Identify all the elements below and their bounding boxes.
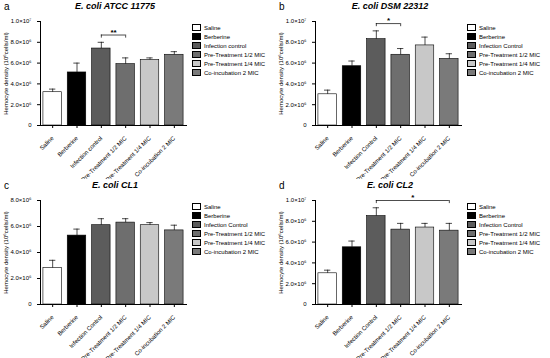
svg-text:Co-incubation 2 MIC: Co-incubation 2 MIC xyxy=(408,135,451,178)
svg-text:0: 0 xyxy=(303,301,307,307)
svg-text:Saline: Saline xyxy=(314,135,331,152)
html-text:a: a xyxy=(4,1,10,12)
svg-text:4.0×10⁶: 4.0×10⁶ xyxy=(286,260,308,266)
svg-text:Hemocyte density (10⁶cells/ml): Hemocyte density (10⁶cells/ml) xyxy=(3,32,9,115)
html-text:Pre-Treatment 1/4 MIC: Pre-Treatment 1/4 MIC xyxy=(479,60,541,67)
html-text:Saline: Saline xyxy=(204,24,221,31)
svg-text:1.0×10⁷: 1.0×10⁷ xyxy=(11,18,32,24)
svg-text:Saline: Saline xyxy=(314,314,331,331)
svg-text:Infection Control: Infection Control xyxy=(343,314,379,350)
svg-text:Pre-Treatment 1/2 MIC: Pre-Treatment 1/2 MIC xyxy=(80,135,128,179)
html-text:Pre-Treatment 1/4 MIC: Pre-Treatment 1/4 MIC xyxy=(479,239,541,246)
svg-text:Hemocyte density (10⁶cells/ml): Hemocyte density (10⁶cells/ml) xyxy=(278,32,284,115)
html-text:Co-incubation 2 MIC: Co-incubation 2 MIC xyxy=(479,69,534,76)
svg-text:*: * xyxy=(387,16,391,25)
html-text:Pre-Treatment 1/2 MIC: Pre-Treatment 1/2 MIC xyxy=(479,230,541,237)
html-text:E. coli DSM 22312: E. coli DSM 22312 xyxy=(351,1,429,11)
html-text:Co-incubation 2 MIC: Co-incubation 2 MIC xyxy=(204,248,259,255)
svg-text:Infection Control: Infection Control xyxy=(68,314,104,350)
svg-text:Infection Control: Infection Control xyxy=(343,135,379,171)
svg-text:8.0×10⁶: 8.0×10⁶ xyxy=(11,39,33,45)
svg-text:Pre-Treatment 1/2 MIC: Pre-Treatment 1/2 MIC xyxy=(355,135,403,179)
svg-text:Pre-Treatment 1/4 MIC: Pre-Treatment 1/4 MIC xyxy=(380,135,428,179)
html-text:E. coli ATCC 11775: E. coli ATCC 11775 xyxy=(75,1,155,11)
svg-text:**: ** xyxy=(110,28,117,37)
svg-text:Infection control: Infection control xyxy=(69,135,104,170)
html-text:b: b xyxy=(279,1,285,12)
html-text:Saline: Saline xyxy=(204,203,221,210)
html-text:Berberine: Berberine xyxy=(479,212,505,219)
html-text:Berberine: Berberine xyxy=(479,33,505,40)
svg-text:*: * xyxy=(411,193,415,202)
svg-text:Hemocyte density (10⁶cells/ml): Hemocyte density (10⁶cells/ml) xyxy=(3,211,9,294)
html-text:c: c xyxy=(4,180,9,191)
svg-text:Pre-Treatment 1/4 MIC: Pre-Treatment 1/4 MIC xyxy=(105,135,153,179)
html-text:Infection control: Infection control xyxy=(204,42,247,49)
svg-text:4.0×10⁶: 4.0×10⁶ xyxy=(11,81,33,87)
svg-text:2.0×10⁶: 2.0×10⁶ xyxy=(286,281,308,287)
svg-text:6.0×10⁶: 6.0×10⁶ xyxy=(286,60,308,66)
svg-text:Co-incubation 2 MIC: Co-incubation 2 MIC xyxy=(133,135,176,178)
svg-text:Pre-Treatment 1/4 MIC: Pre-Treatment 1/4 MIC xyxy=(380,314,428,358)
html-text:Co-incubation 2 MIC: Co-incubation 2 MIC xyxy=(479,248,534,255)
html-text:Pre-Treatment 1/2 MIC: Pre-Treatment 1/2 MIC xyxy=(479,51,541,58)
svg-text:4.0×10⁶: 4.0×10⁶ xyxy=(286,81,308,87)
html-text:E. coli CL1: E. coli CL1 xyxy=(92,180,138,190)
html-text:Pre-Treatment 1/4 MIC: Pre-Treatment 1/4 MIC xyxy=(204,239,266,246)
svg-text:2.0×10⁶: 2.0×10⁶ xyxy=(286,102,308,108)
svg-text:8.0×10⁶: 8.0×10⁶ xyxy=(11,197,33,203)
html-text:Saline: Saline xyxy=(479,24,496,31)
html-text:Infection Control: Infection Control xyxy=(479,221,523,228)
svg-text:6.0×10⁶: 6.0×10⁶ xyxy=(286,239,308,245)
svg-text:Saline: Saline xyxy=(39,314,56,331)
html-text:Saline: Saline xyxy=(479,203,496,210)
svg-text:Pre-Treatment 1/4 MIC: Pre-Treatment 1/4 MIC xyxy=(105,314,153,358)
svg-text:2.0×10⁶: 2.0×10⁶ xyxy=(11,275,33,281)
svg-text:Berberine: Berberine xyxy=(331,135,354,158)
svg-text:1.0×10⁷: 1.0×10⁷ xyxy=(286,18,307,24)
html-text:Berberine: Berberine xyxy=(204,33,230,40)
html-text:Berberine: Berberine xyxy=(204,212,230,219)
svg-text:4.0×10⁶: 4.0×10⁶ xyxy=(11,249,33,255)
svg-text:Hemocyte density (10⁶cells/ml): Hemocyte density (10⁶cells/ml) xyxy=(278,211,284,294)
svg-text:8.0×10⁶: 8.0×10⁶ xyxy=(286,218,308,224)
html-text:Infection Control: Infection Control xyxy=(479,42,523,49)
svg-text:0: 0 xyxy=(303,122,307,128)
svg-text:Pre-Treatment 1/2 MIC: Pre-Treatment 1/2 MIC xyxy=(355,314,403,358)
svg-text:6.0×10⁶: 6.0×10⁶ xyxy=(11,60,33,66)
svg-text:Saline: Saline xyxy=(39,135,56,152)
svg-text:Berberine: Berberine xyxy=(331,314,354,337)
svg-text:Berberine: Berberine xyxy=(56,314,79,337)
html-text:Pre-Treatment 1/2 MIC: Pre-Treatment 1/2 MIC xyxy=(204,230,266,237)
svg-text:1.0×10⁷: 1.0×10⁷ xyxy=(286,197,307,203)
html-text:Pre-Treatment 1/2 MIC: Pre-Treatment 1/2 MIC xyxy=(204,51,266,58)
svg-text:0: 0 xyxy=(28,122,32,128)
html-text:d: d xyxy=(279,180,285,191)
html-text:Co-incubation 2 MIC: Co-incubation 2 MIC xyxy=(204,69,259,76)
svg-text:6.0×10⁶: 6.0×10⁶ xyxy=(11,223,33,229)
svg-text:2.0×10⁶: 2.0×10⁶ xyxy=(11,102,33,108)
svg-text:Co-incubation 2 MIC: Co-incubation 2 MIC xyxy=(133,314,176,357)
svg-text:Berberine: Berberine xyxy=(56,135,79,158)
html-text:E. coli CL2: E. coli CL2 xyxy=(367,180,413,190)
svg-text:8.0×10⁶: 8.0×10⁶ xyxy=(286,39,308,45)
html-text:Pre-Treatment 1/4 MIC: Pre-Treatment 1/4 MIC xyxy=(204,60,266,67)
html-text:Infection Control: Infection Control xyxy=(204,221,248,228)
svg-text:Co-incubation 2 MIC: Co-incubation 2 MIC xyxy=(408,314,451,357)
svg-text:Pre-Treatment 1/2 MIC: Pre-Treatment 1/2 MIC xyxy=(80,314,128,358)
svg-text:0: 0 xyxy=(28,301,32,307)
